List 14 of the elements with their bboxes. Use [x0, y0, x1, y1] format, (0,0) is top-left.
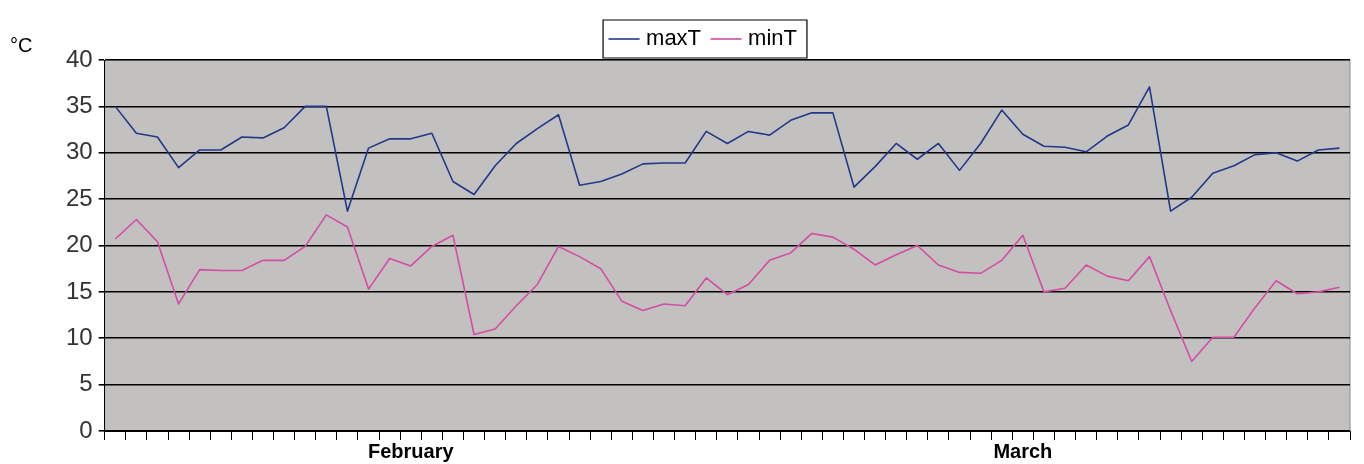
- x-tick-label: March: [993, 439, 1053, 462]
- y-tick-label: 30: [65, 137, 93, 165]
- y-tick-label: 20: [65, 230, 93, 258]
- x-tick-label: February: [367, 439, 455, 462]
- y-tick-label: 15: [65, 276, 93, 304]
- y-tick-label: 35: [65, 91, 93, 118]
- y-tick-label: 25: [65, 183, 93, 211]
- y-axis-title: °C: [10, 33, 33, 56]
- y-tick-label: 5: [79, 369, 93, 397]
- legend-label: minT: [748, 25, 797, 51]
- y-tick-label: 10: [65, 322, 93, 350]
- y-tick-label: 0: [79, 415, 93, 443]
- legend-label: maxT: [646, 25, 702, 51]
- y-tick-label: 40: [65, 44, 93, 72]
